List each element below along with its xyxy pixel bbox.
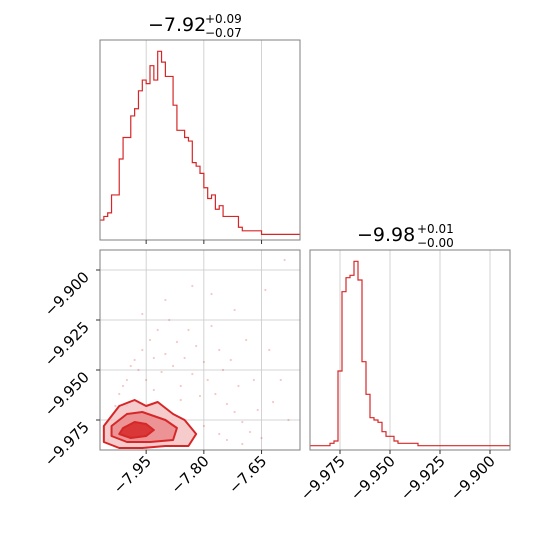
scatter-point — [121, 384, 125, 388]
y-tick-label: −9.925 — [41, 318, 93, 370]
axes-frame — [99, 249, 301, 451]
scatter-point — [202, 360, 205, 364]
x-tick-label: −9.950 — [347, 452, 399, 504]
scatter-point — [248, 430, 252, 434]
scatter-point — [268, 348, 271, 352]
scatter-point — [237, 384, 240, 388]
scatter-point — [152, 356, 155, 360]
title-value: −7.92 — [148, 14, 206, 36]
scatter-point — [179, 384, 182, 388]
scatter-point — [218, 432, 221, 436]
scatter-point — [141, 348, 144, 352]
y-tick-label: −9.975 — [41, 418, 93, 470]
axes-frame — [99, 39, 301, 241]
scatter-point — [271, 400, 275, 404]
title-value: −9.98 — [357, 224, 415, 246]
scatter-point — [114, 404, 117, 408]
x-tick-label: −9.925 — [397, 452, 449, 504]
grid-lines — [100, 250, 300, 450]
title-lower-error: −0.00 — [417, 236, 454, 250]
scatter-point — [256, 408, 259, 412]
scatter-point — [175, 340, 179, 344]
scatter-point — [264, 288, 267, 292]
contour-level — [118, 421, 155, 439]
x-tick-label: −9.900 — [447, 452, 499, 504]
scatter-point — [287, 418, 290, 422]
scatter-point — [279, 378, 282, 382]
scatter-point — [183, 356, 186, 360]
scatter-point — [129, 364, 132, 368]
scatter-point — [187, 328, 190, 332]
x-tick-label: −9.975 — [297, 452, 349, 504]
histogram-panel-param2: −9.975−9.950−9.925−9.900 −9.98 +0.01 −0.… — [297, 222, 511, 504]
scatter-point — [202, 424, 205, 428]
scatter-point — [171, 364, 175, 368]
scatter-point — [164, 352, 167, 356]
scatter-point — [233, 308, 236, 312]
scatter-point — [229, 358, 232, 362]
scatter-point — [221, 368, 225, 372]
title-lower-error: −0.07 — [205, 26, 242, 40]
scatter-point — [206, 378, 209, 382]
y-tick-label: −9.900 — [41, 268, 93, 320]
histogram-panel-param1: −7.92 +0.09 −0.07 — [99, 12, 301, 244]
axes-frame — [309, 249, 511, 451]
title-upper-error: +0.09 — [205, 12, 242, 26]
scatter-point — [156, 328, 159, 332]
scatter-point — [218, 348, 221, 352]
scatter-point — [145, 378, 148, 382]
scatter-point — [233, 410, 236, 414]
scatter-point — [241, 420, 244, 424]
density-contours — [102, 399, 198, 449]
scatter-point — [241, 442, 244, 446]
scatter-point — [214, 392, 217, 396]
x-tick-label: −7.95 — [110, 452, 155, 497]
scatter-point — [125, 378, 129, 382]
scatter-point — [195, 344, 198, 348]
scatter-point — [191, 372, 194, 376]
scatter-point — [152, 388, 155, 392]
x-tick-label: −7.80 — [167, 452, 212, 497]
scatter-point — [252, 378, 255, 382]
grid-lines — [339, 250, 491, 450]
y-tick-label: −9.950 — [41, 368, 93, 420]
x-ticks — [145, 240, 263, 244]
y-ticks: −9.900−9.925−9.950−9.975 — [41, 268, 100, 470]
scatter-point — [260, 436, 263, 440]
scatter-point — [164, 298, 167, 302]
scatter-point — [137, 368, 140, 372]
grid-lines — [145, 40, 262, 240]
scatter-point — [191, 284, 194, 288]
scatter-point — [210, 324, 213, 328]
scatter-point — [118, 392, 121, 396]
scatter-point — [160, 370, 163, 374]
x-tick-label: −7.65 — [225, 452, 270, 497]
scatter-point — [133, 358, 136, 362]
x-ticks: −7.95 −7.80 −7.65 — [110, 450, 270, 497]
scatter-point — [283, 258, 286, 262]
scatter-point — [168, 318, 171, 322]
histogram-step-line — [100, 50, 300, 236]
scatter-point — [225, 438, 229, 442]
x-ticks: −9.975−9.950−9.925−9.900 — [297, 450, 499, 504]
scatter-point — [210, 292, 213, 296]
scatter-point — [198, 394, 202, 398]
scatter-point — [148, 338, 152, 342]
scatter-point — [225, 402, 229, 406]
scatter-point — [245, 338, 248, 342]
title-upper-error: +0.01 — [417, 222, 454, 236]
histogram-step-line — [310, 260, 510, 447]
scatter-point — [179, 398, 182, 402]
scatter-point — [141, 312, 144, 316]
scatter-contour-panel: −7.95 −7.80 −7.65 −9.900−9.925−9.950−9.975 — [41, 249, 301, 497]
